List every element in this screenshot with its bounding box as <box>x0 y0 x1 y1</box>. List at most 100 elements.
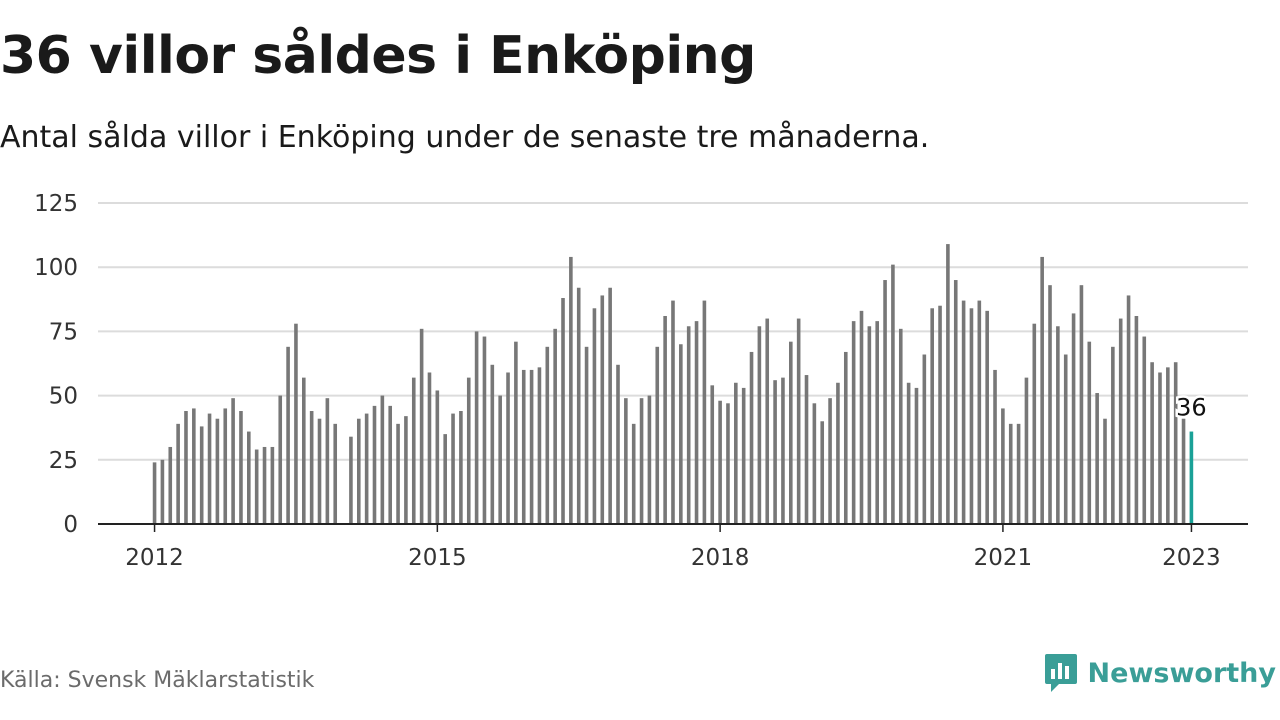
bar <box>529 369 534 524</box>
bar <box>514 341 518 524</box>
bar <box>765 318 770 524</box>
x-tick-label: 2023 <box>1162 545 1221 571</box>
bar <box>718 400 722 524</box>
highlight-data-label: 36 <box>1176 394 1207 422</box>
bar <box>922 354 927 524</box>
bar <box>152 462 157 524</box>
bar <box>356 418 361 524</box>
bar <box>757 326 762 524</box>
bar <box>223 408 228 524</box>
bar <box>380 395 385 524</box>
bar <box>325 398 330 524</box>
bar <box>427 372 432 524</box>
bar <box>812 403 817 524</box>
bar <box>953 280 958 524</box>
bar <box>247 431 251 524</box>
bar <box>1016 423 1021 524</box>
bar <box>176 423 180 524</box>
y-tick-label: 75 <box>49 319 78 345</box>
bar <box>961 300 966 524</box>
bar <box>749 351 754 524</box>
bar <box>1063 354 1068 524</box>
bar <box>796 318 801 524</box>
bar <box>1111 346 1115 524</box>
bar <box>419 328 424 524</box>
bar <box>561 298 565 524</box>
x-tick-label: 2015 <box>408 545 467 571</box>
bar <box>364 413 369 524</box>
bar <box>891 264 895 524</box>
bar <box>600 295 605 524</box>
bar <box>741 387 746 524</box>
bar <box>914 387 919 524</box>
bar <box>498 395 502 524</box>
bar <box>946 244 950 524</box>
bar <box>883 280 887 524</box>
bar <box>459 411 463 524</box>
bar <box>404 416 408 524</box>
bar <box>1071 313 1076 524</box>
chart-title: 36 villor såldes i Enköping <box>0 26 756 86</box>
bar <box>851 321 856 524</box>
bar <box>773 380 777 524</box>
bar-chart: 0 25 50 75 100 125 2012 2015 2018 2021 2023 36 <box>34 191 1248 571</box>
bar <box>262 446 267 524</box>
bar <box>576 287 581 524</box>
bar <box>726 403 730 524</box>
bar <box>1134 315 1139 524</box>
bar <box>411 377 416 524</box>
bar <box>254 449 259 524</box>
bar <box>969 308 974 524</box>
bar <box>828 398 832 524</box>
y-tick-label: 100 <box>34 255 78 281</box>
y-tick-label: 25 <box>49 448 78 474</box>
bar <box>278 395 283 524</box>
bar <box>466 377 471 524</box>
bar <box>184 411 188 524</box>
y-tick-label: 50 <box>49 384 78 410</box>
bar <box>451 413 455 524</box>
bar <box>584 346 589 524</box>
bar <box>624 398 628 524</box>
bar <box>1095 393 1099 524</box>
bar <box>199 426 204 524</box>
source-note: Källa: Svensk Mäklarstatistik <box>0 668 315 693</box>
bar <box>686 326 691 524</box>
bar <box>207 413 212 524</box>
bar <box>396 423 400 524</box>
bar <box>372 405 377 524</box>
bar <box>506 372 510 524</box>
bar <box>1040 256 1044 524</box>
bar <box>993 369 997 524</box>
bar <box>294 323 298 524</box>
bar <box>679 344 683 524</box>
bar <box>804 375 809 524</box>
bar <box>639 398 644 524</box>
bar <box>302 377 306 524</box>
highlight-bar <box>1189 431 1194 524</box>
bar <box>545 346 550 524</box>
bar <box>569 256 573 524</box>
bar <box>1142 336 1147 524</box>
y-tick-label: 0 <box>63 512 78 538</box>
bar <box>1181 418 1186 524</box>
bar <box>843 351 848 524</box>
bar <box>608 287 612 524</box>
bar <box>482 336 487 524</box>
bar <box>521 369 526 524</box>
bar <box>270 446 275 524</box>
bar <box>930 308 934 524</box>
bar <box>490 364 495 524</box>
bar <box>867 326 872 524</box>
bar <box>1087 341 1092 524</box>
newsworthy-logo-icon <box>1044 654 1077 692</box>
bar <box>694 321 699 524</box>
bar <box>1079 285 1084 524</box>
bar <box>1056 326 1060 524</box>
bar <box>231 398 235 524</box>
bar <box>537 367 542 524</box>
y-tick-label: 125 <box>34 191 78 217</box>
bar <box>985 310 989 524</box>
bar <box>789 341 793 524</box>
bar <box>443 434 447 524</box>
